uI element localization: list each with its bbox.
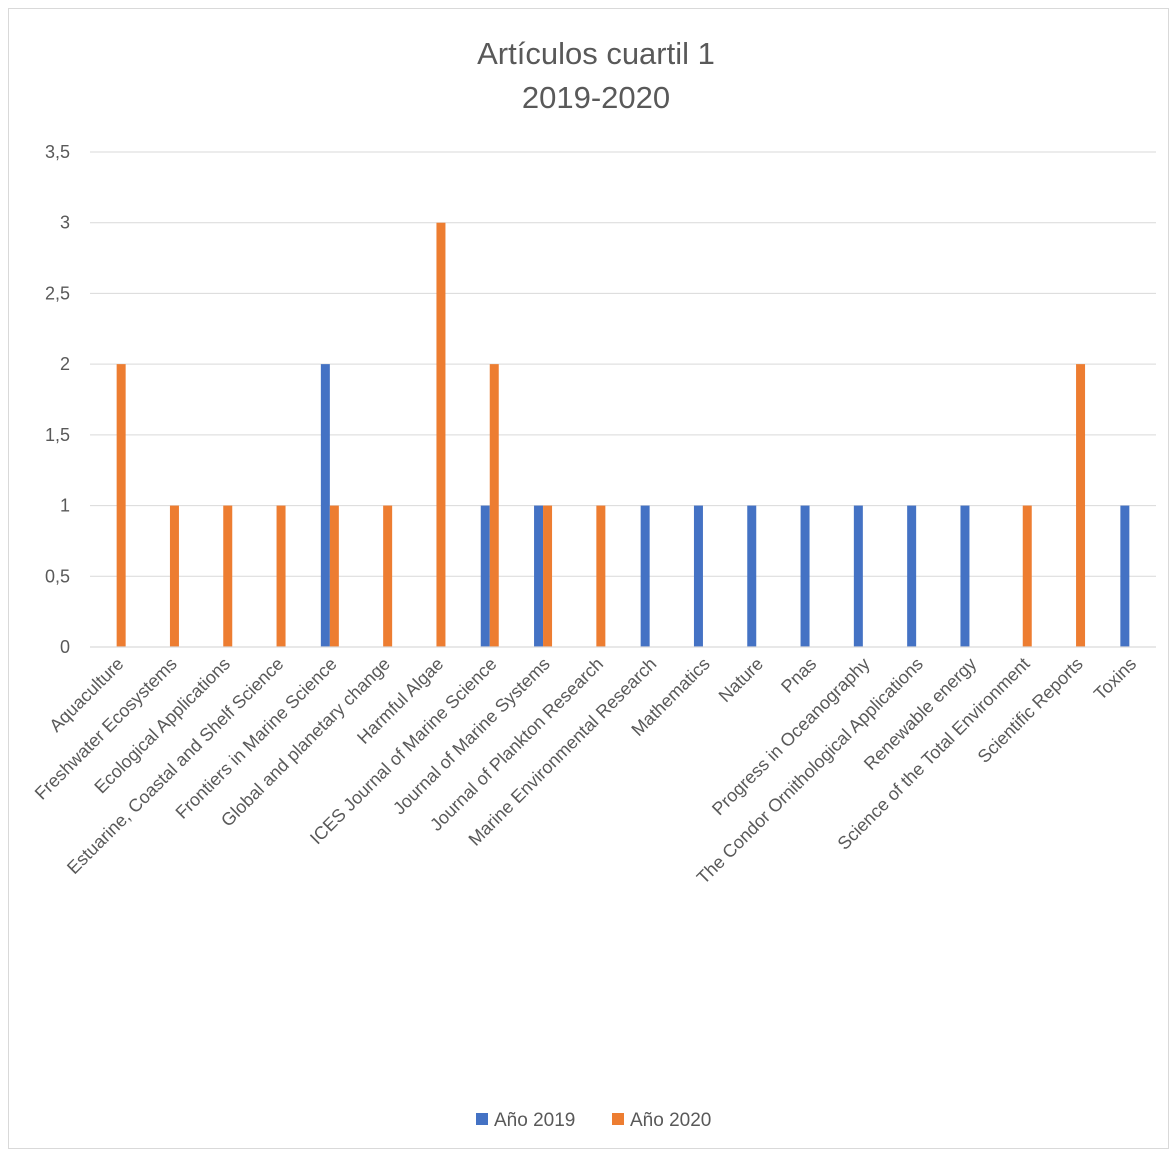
bar [169, 505, 179, 647]
y-tick-label: 1,5 [45, 425, 70, 445]
bar [534, 505, 544, 647]
bar [480, 505, 490, 647]
bar [436, 222, 446, 647]
bar [329, 505, 339, 647]
bar [543, 505, 553, 647]
chart-border [8, 8, 1169, 1149]
bar [960, 505, 970, 647]
bar [693, 505, 703, 647]
bars [116, 222, 1130, 647]
y-tick-label: 1 [60, 496, 70, 516]
bar [489, 364, 499, 647]
chart-title-line-2: 2019-2020 [522, 80, 670, 115]
bar [596, 505, 606, 647]
bar [383, 505, 393, 647]
legend-label: Año 2020 [630, 1110, 711, 1131]
y-tick-label: 0 [60, 637, 70, 657]
bar [320, 364, 330, 647]
bar [907, 505, 917, 647]
y-tick-label: 0,5 [45, 566, 70, 586]
y-tick-label: 2 [60, 354, 70, 374]
bar [800, 505, 810, 647]
y-tick-label: 3,5 [45, 142, 70, 162]
bar [1076, 364, 1086, 647]
gridlines [90, 151, 1156, 577]
legend-swatch [476, 1113, 488, 1125]
y-axis-ticks: 0 0,5 1 1,5 2 2,5 3 3,5 [45, 142, 70, 657]
legend: Año 2019 Año 2020 [476, 1110, 711, 1131]
bar [853, 505, 863, 647]
y-tick-label: 3 [60, 213, 70, 233]
bar [116, 364, 126, 647]
bar [223, 505, 233, 647]
bar [1022, 505, 1032, 647]
legend-swatch [612, 1113, 624, 1125]
y-tick-label: 2,5 [45, 283, 70, 303]
bar [747, 505, 757, 647]
bar [276, 505, 286, 647]
legend-label: Año 2019 [494, 1110, 575, 1131]
chart-title-line-1: Artículos cuartil 1 [477, 36, 715, 71]
bar [1120, 505, 1130, 647]
bar [640, 505, 650, 647]
